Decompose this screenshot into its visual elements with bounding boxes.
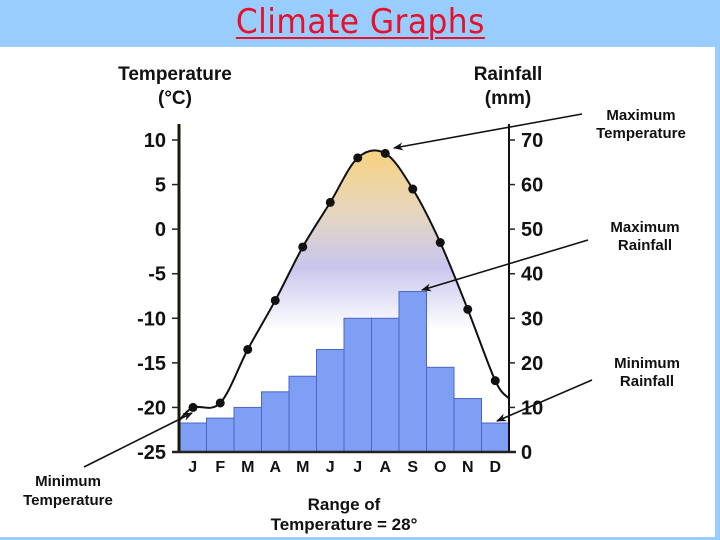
right-tick-label: 30 xyxy=(521,308,543,330)
temperature-point xyxy=(325,197,335,207)
rainfall-bar xyxy=(206,417,235,453)
temperature-points xyxy=(188,148,500,412)
right-axis-title-line2: (mm) xyxy=(485,88,531,109)
annotation-max-temp-line2: Temperature xyxy=(596,125,686,142)
month-label: J xyxy=(353,459,362,476)
rainfall-bar xyxy=(426,366,455,453)
footer-line2: Temperature = 28° xyxy=(271,515,418,534)
right-tick-label: 40 xyxy=(521,264,543,286)
title-band: Climate Graphs xyxy=(0,0,720,47)
temperature-point xyxy=(353,153,363,163)
month-label: J xyxy=(326,459,335,476)
arrow-max-temp xyxy=(393,113,583,151)
temperature-point xyxy=(188,402,198,412)
arrow-min-temp xyxy=(83,412,193,468)
month-label: N xyxy=(462,459,474,476)
month-label: J xyxy=(188,459,197,476)
temperature-point xyxy=(490,376,500,386)
month-label: S xyxy=(407,459,418,476)
month-label: M xyxy=(296,459,309,476)
rainfall-bar xyxy=(288,375,317,453)
page-title: Climate Graphs xyxy=(235,2,485,42)
annotation-max-rain-line1: Maximum xyxy=(610,219,679,236)
arrow-max-rain xyxy=(421,239,589,292)
annotation-min-rain-line2: Rainfall xyxy=(620,373,674,390)
left-tick-label: -25 xyxy=(137,442,166,464)
rainfall-bar xyxy=(261,391,290,453)
temperature-point xyxy=(408,184,418,194)
left-tick-label: 5 xyxy=(155,175,166,197)
right-tick-label: 0 xyxy=(521,442,532,464)
rainfall-bar xyxy=(371,317,400,453)
left-axis-title-line2: (°C) xyxy=(158,88,192,109)
annotation-max-temp-line1: Maximum xyxy=(606,107,675,124)
left-tick-label: 10 xyxy=(144,130,166,152)
left-tick-label: -20 xyxy=(137,397,166,419)
right-tick-label: 50 xyxy=(521,219,543,241)
rainfall-bar xyxy=(481,422,510,453)
month-label: D xyxy=(489,459,501,476)
rainfall-bar xyxy=(233,406,262,453)
right-tick-label: 70 xyxy=(521,130,543,152)
right-tick-label: 20 xyxy=(521,353,543,375)
temperature-point xyxy=(298,242,308,252)
temperature-point xyxy=(270,295,280,305)
right-tick-label: 60 xyxy=(521,175,543,197)
temperature-point xyxy=(215,398,225,408)
left-tick-label: -5 xyxy=(148,264,166,286)
month-label: O xyxy=(434,459,446,476)
left-tick-label: -15 xyxy=(137,353,166,375)
left-tick-label: -10 xyxy=(137,308,166,330)
temperature-point xyxy=(380,148,390,158)
rainfall-bar xyxy=(343,317,372,453)
temperature-point xyxy=(463,304,473,314)
month-label: A xyxy=(269,459,281,476)
temperature-point xyxy=(435,238,445,248)
annotation-max-rain-line2: Rainfall xyxy=(618,237,672,254)
arrow-min-rain xyxy=(496,379,593,422)
rainfall-bar xyxy=(398,291,427,453)
month-label: M xyxy=(241,459,254,476)
rainfall-bar xyxy=(453,398,482,453)
left-axis-ticks: 10 5 0 -5 -10 -15 -20 -25 xyxy=(137,130,179,464)
month-label: F xyxy=(215,459,225,476)
rainfall-bars xyxy=(178,291,510,453)
footer-line1: Range of xyxy=(308,495,381,514)
rainfall-bar xyxy=(316,348,345,453)
annotation-min-rain-line1: Minimum xyxy=(614,355,680,372)
rainfall-bar xyxy=(178,422,207,453)
month-label: A xyxy=(379,459,391,476)
left-axis-title-line1: Temperature xyxy=(118,64,232,85)
annotation-min-temp-line2: Temperature xyxy=(23,492,113,509)
left-tick-label: 0 xyxy=(155,219,166,241)
annotation-min-temp-line1: Minimum xyxy=(35,473,101,490)
right-axis-title-line1: Rainfall xyxy=(474,64,543,85)
temperature-point xyxy=(243,344,253,354)
